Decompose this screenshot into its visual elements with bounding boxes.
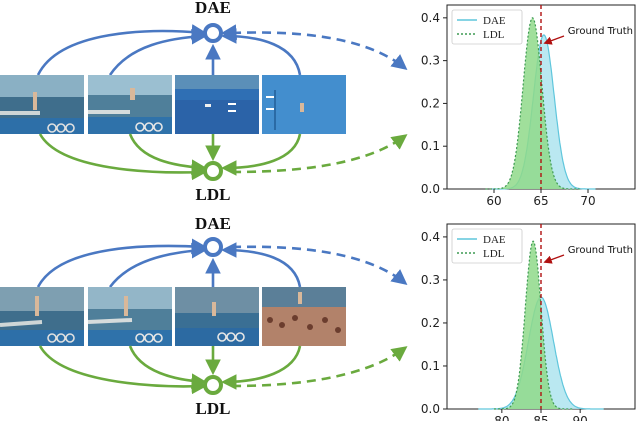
distribution-chart-bottom: Ground Truth DAE LDL 80 85 90 0.0 0.1 0.2 0.3 0.4 [421, 223, 636, 421]
dae-arrows [36, 24, 408, 76]
ldl-node [203, 161, 223, 181]
ground-truth-label: Ground Truth [568, 245, 633, 256]
y-tick-label: 0.3 [421, 54, 440, 68]
legend-label-ldl: LDL [483, 248, 505, 260]
dae-node-label: DAE [195, 0, 231, 17]
dae-arrows [36, 238, 408, 288]
legend-box [451, 228, 523, 264]
video-frame [175, 287, 259, 346]
ldl-arrows [38, 345, 408, 395]
x-tick-label: 90 [573, 414, 588, 421]
video-frame [175, 75, 259, 134]
video-frame [0, 287, 84, 346]
series-area-ldl [494, 241, 573, 409]
y-tick-label: 0.1 [421, 359, 440, 373]
diagram-row-1: DAE [0, 0, 408, 204]
ground-truth-label: Ground Truth [568, 26, 633, 37]
y-tick-label: 0.2 [421, 96, 440, 110]
y-tick-label: 0.2 [421, 316, 440, 330]
x-tick-label: 80 [494, 414, 509, 421]
video-frame [262, 75, 346, 134]
x-tick-label: 60 [486, 194, 501, 208]
ground-truth-arrow [543, 35, 565, 45]
video-frame [262, 287, 346, 346]
diagram-row-2: DAE [0, 214, 408, 418]
dae-node [203, 237, 223, 257]
video-frames [0, 75, 346, 134]
legend-label-dae: DAE [483, 234, 506, 246]
ldl-node-label: LDL [196, 185, 231, 204]
y-tick-label: 0.1 [421, 139, 440, 153]
x-tick-label: 70 [580, 194, 595, 208]
legend-label-dae: DAE [483, 15, 506, 27]
legend: DAE LDL [451, 228, 523, 264]
y-tick-label: 0.0 [421, 182, 440, 196]
legend-box [451, 9, 523, 45]
ldl-arrows [38, 133, 408, 181]
legend: DAE LDL [451, 9, 523, 45]
series-line-ldl [494, 240, 573, 410]
x-tick-label: 85 [533, 414, 548, 421]
legend-label-ldl: LDL [483, 29, 505, 41]
y-tick-label: 0.3 [421, 273, 440, 287]
ldl-node-label: LDL [196, 399, 231, 418]
dae-node-label: DAE [195, 214, 231, 233]
video-frames [0, 287, 346, 346]
video-frame [0, 75, 84, 134]
x-tick-label: 65 [533, 194, 548, 208]
ground-truth-arrow [543, 254, 565, 264]
distribution-chart-top: Ground Truth DAE LDL 60 65 70 0.0 0.1 0.2 0.3 0.4 [421, 4, 636, 208]
video-frame [88, 75, 172, 134]
y-tick-label: 0.4 [421, 230, 440, 244]
ldl-node [203, 375, 223, 395]
y-tick-label: 0.0 [421, 402, 440, 416]
series-line-ldl [485, 17, 580, 190]
dae-node [203, 23, 223, 43]
video-frame [87, 287, 172, 346]
series-area-ldl [485, 17, 580, 189]
y-tick-label: 0.4 [421, 11, 440, 25]
